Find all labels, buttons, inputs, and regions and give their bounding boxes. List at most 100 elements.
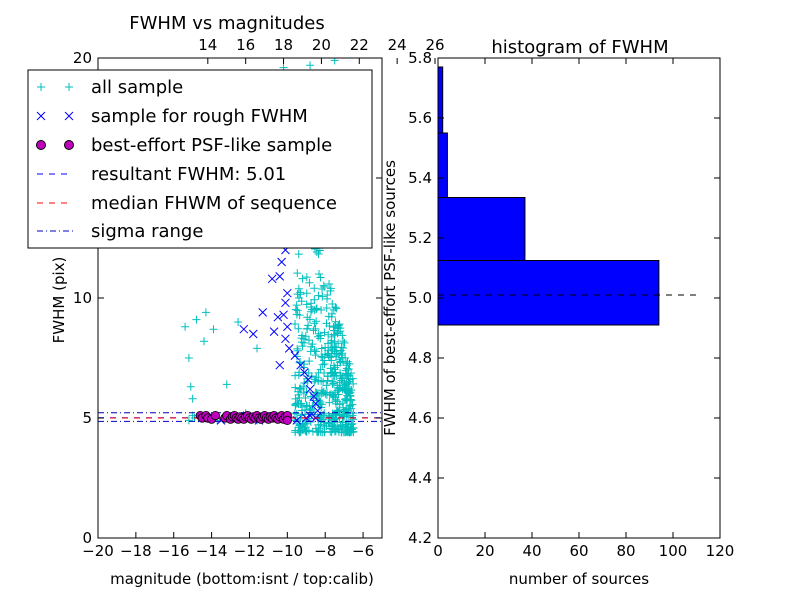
scatter-point-plus: [294, 284, 303, 293]
scatter-point-plus: [304, 321, 313, 330]
x-tick-label: 0: [433, 542, 443, 560]
scatter-point-plus: [291, 305, 300, 314]
series-psf-like: [195, 410, 292, 425]
scatter-point-plus: [334, 321, 343, 330]
scatter-point-plus: [342, 379, 351, 388]
legend-label: sample for rough FWHM: [91, 106, 308, 127]
scatter-point-plus: [318, 292, 327, 301]
scatter-point-plus: [305, 278, 314, 287]
scatter-x-axis-label: magnitude (bottom:isnt / top:calib): [110, 570, 374, 588]
scatter-point-plus: [330, 330, 339, 339]
scatter-point-plus: [296, 427, 305, 436]
scatter-point-plus: [344, 384, 353, 393]
scatter-point-plus: [327, 352, 336, 361]
scatter-point-plus: [298, 342, 307, 351]
scatter-point-plus: [335, 383, 344, 392]
scatter-point-plus: [310, 319, 319, 328]
scatter-point-plus: [328, 345, 337, 354]
scatter-point-plus: [330, 365, 339, 374]
top-x-tick-label: 22: [350, 36, 369, 54]
scatter-point-x: [305, 384, 315, 394]
scatter-point-plus: [344, 420, 353, 429]
scatter-point-plus: [347, 396, 356, 405]
scatter-point-plus: [201, 308, 210, 317]
scatter-point-plus: [318, 284, 327, 293]
scatter-point-plus: [330, 58, 339, 65]
scatter-point-plus: [327, 312, 336, 321]
scatter-point-x: [282, 288, 292, 298]
scatter-point-plus: [337, 376, 346, 385]
histogram-ticks: 0 20 40 60 80 100 120 4.2 4.4 4.6 4.8 5.0 5.2 5.4 5.6 5…: [408, 49, 734, 560]
scatter-point-plus: [340, 385, 349, 394]
scatter-point-plus: [333, 361, 342, 370]
scatter-point-plus: [310, 284, 319, 293]
top-x-tick-label: 20: [312, 36, 331, 54]
scatter-point-x: [239, 324, 249, 334]
scatter-point-plus: [330, 322, 339, 331]
histogram-bar: [437, 197, 526, 261]
scatter-point-plus: [340, 410, 349, 419]
scatter-point-plus: [291, 426, 300, 435]
histogram-bar: [437, 66, 444, 134]
scatter-y-axis-label: FWHM (pix): [50, 257, 68, 344]
scatter-point-plus: [294, 324, 303, 333]
scatter-point-plus: [348, 400, 357, 409]
x-tick-label: 60: [569, 542, 588, 560]
scatter-point-plus: [329, 326, 338, 335]
scatter-point-plus: [322, 319, 331, 328]
scatter-point-plus: [296, 399, 305, 408]
scatter-legend: all sample sample for rough FWHM best-ef…: [27, 69, 373, 249]
legend-marker-plus: [37, 83, 73, 91]
scatter-point-x: [275, 272, 285, 281]
x-tick-label: −10: [272, 542, 304, 560]
scatter-point-plus: [325, 390, 334, 399]
x-tick-label: −16: [158, 542, 190, 560]
scatter-point-x: [248, 329, 258, 339]
scatter-point-plus: [234, 318, 243, 326]
top-x-tick-label: 16: [236, 36, 255, 54]
scatter-point-plus: [344, 371, 353, 380]
scatter-point-plus: [311, 351, 320, 360]
scatter-point-plus: [335, 320, 344, 329]
scatter-point-plus: [184, 416, 193, 425]
legend-entry-median-fwhm: median FHWM of sequence: [37, 193, 337, 214]
scatter-point-x: [281, 298, 290, 308]
scatter-point-plus: [291, 383, 300, 392]
y-tick-label: 5.4: [408, 169, 432, 187]
scatter-point-plus: [186, 382, 195, 391]
scatter-plot-area: [98, 58, 382, 437]
x-tick-label: −14: [196, 542, 228, 560]
scatter-point-plus: [299, 382, 308, 391]
legend-marker-circle: [36, 140, 46, 150]
scatter-point-plus: [327, 338, 336, 347]
scatter-point-plus: [296, 288, 305, 297]
scatter-point-plus: [330, 415, 339, 424]
x-tick-label: 80: [616, 542, 635, 560]
scatter-point-plus: [299, 363, 308, 372]
scatter-point-plus: [317, 352, 326, 361]
scatter-point-plus: [325, 279, 334, 288]
scatter-point-x: [309, 392, 319, 401]
scatter-point-plus: [302, 300, 311, 309]
scatter-point-plus: [310, 345, 319, 354]
scatter-point-x: [269, 327, 279, 336]
scatter-point-plus: [314, 426, 323, 435]
scatter-point-plus: [305, 315, 314, 324]
scatter-point-plus: [342, 405, 351, 414]
scatter-point-plus: [314, 249, 323, 258]
y-tick-label: 4.8: [408, 349, 432, 367]
y-tick-label: 20: [73, 49, 92, 67]
y-tick-label: 4.4: [408, 469, 432, 487]
legend-entry-all-sample: all sample: [37, 77, 183, 98]
scatter-point-plus: [334, 408, 343, 417]
scatter-point-plus: [328, 299, 337, 308]
scatter-point-plus: [292, 409, 301, 418]
scatter-point-plus: [338, 331, 347, 340]
scatter-point-plus: [306, 347, 315, 356]
y-tick-label: 5.0: [408, 289, 432, 307]
y-tick-label: 0: [82, 529, 92, 547]
scatter-point-plus: [339, 337, 348, 346]
legend-marker-x: [36, 111, 74, 121]
scatter-point-plus: [297, 334, 306, 343]
scatter-point-plus: [336, 421, 345, 430]
